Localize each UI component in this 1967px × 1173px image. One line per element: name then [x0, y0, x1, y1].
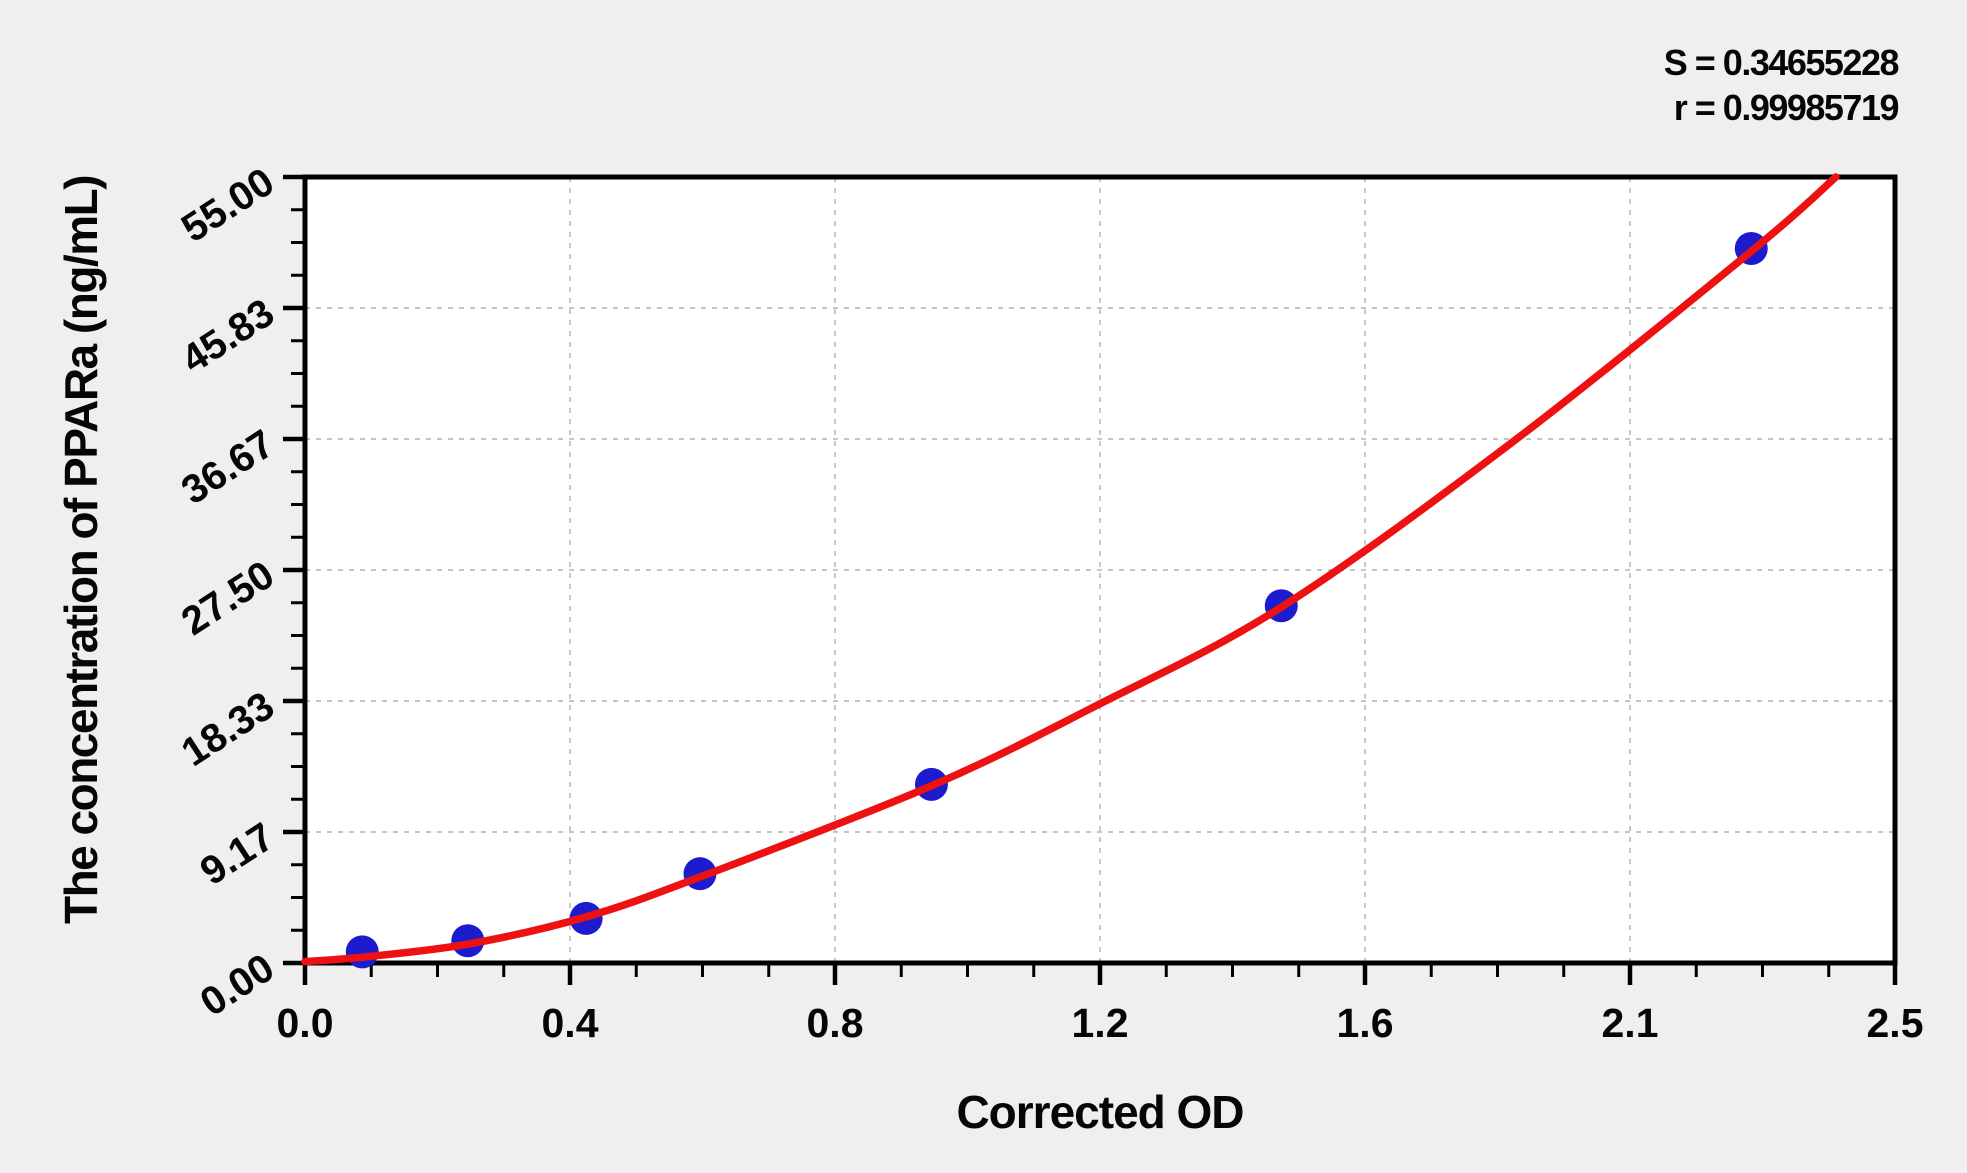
- y-tick-label: 45.83: [174, 291, 282, 382]
- y-tick-label: 18.33: [174, 684, 282, 775]
- y-tick-label: 9.17: [193, 815, 282, 894]
- x-tick-label: 0.8: [807, 1000, 864, 1046]
- y-tick-label: 27.50: [174, 553, 282, 644]
- y-tick-label: 36.67: [174, 422, 282, 513]
- x-tick-label: 2.5: [1867, 1000, 1924, 1046]
- x-tick-label: 2.1: [1602, 1000, 1659, 1046]
- x-tick-label: 1.2: [1072, 1000, 1129, 1046]
- r-value-line: r = 0.99985719: [1673, 87, 1900, 128]
- x-tick-label: 1.6: [1337, 1000, 1394, 1046]
- x-axis-title: Corrected OD: [956, 1086, 1244, 1138]
- x-tick-label: 0.0: [277, 1000, 334, 1046]
- data-point: [345, 935, 379, 969]
- y-tick-label: 55.00: [174, 160, 282, 251]
- x-tick-label: 0.4: [542, 1000, 599, 1046]
- fit-statistics: S = 0.34655228 r = 0.99985719: [1663, 40, 1900, 130]
- y-tick-label: 0.00: [193, 946, 282, 1025]
- s-value-line: S = 0.34655228: [1663, 42, 1900, 83]
- fitted-curve: [301, 173, 1840, 966]
